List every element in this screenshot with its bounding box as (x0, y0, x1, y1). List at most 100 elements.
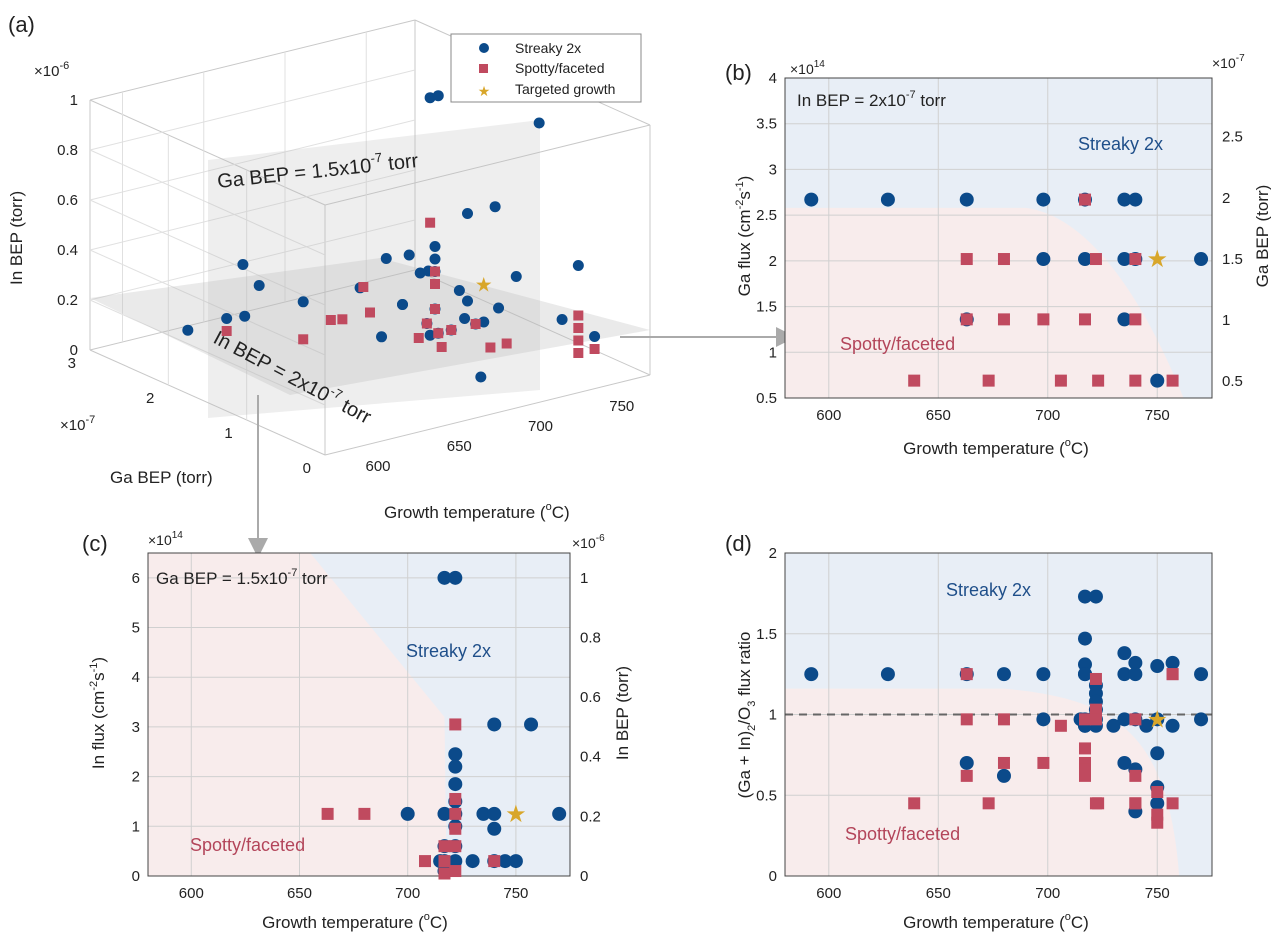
panel-c-y2tick-label: 0 (580, 868, 588, 885)
panel-c-streaky-point (487, 806, 502, 821)
panel-c-streaky-point (437, 570, 452, 585)
panel-b-spotty-point (960, 313, 973, 326)
a-z-exponent: ×10-6 (34, 60, 69, 80)
a-streaky-point (493, 302, 505, 314)
panel-d-streaky-point (1194, 712, 1209, 727)
panel-d-streaky-point (880, 667, 895, 682)
a-box-edge (324, 124, 651, 206)
panel-d-streaky-point (1128, 667, 1143, 682)
b-y2label: Ga BEP (torr) (1253, 185, 1271, 288)
panel-d-streaky-point (1117, 646, 1132, 661)
a-y-exponent: ×10-7 (60, 414, 95, 434)
panel-c-streaky-point (552, 806, 567, 821)
a-streaky-point (459, 313, 471, 324)
c-xlabel: Growth temperature (oC) (262, 911, 448, 932)
a-spotty-point (573, 310, 584, 321)
a-streaky-point (475, 371, 487, 383)
panel-b-spotty-point (1078, 313, 1091, 326)
panel-c-spotty-point (358, 807, 371, 820)
panel-a-tick-labels: 0 0.2 0.4 0.6 0.8 1 0 1 2 3 600 650 700 750 (57, 92, 634, 477)
panel-d-spotty-point (982, 797, 995, 810)
a-grid (89, 249, 326, 356)
panel-b-streaky-point (1117, 192, 1132, 207)
panel-b-ytick-label: 2 (769, 253, 777, 270)
legend-marker-star: ★ (478, 83, 491, 99)
panel-c-streaky-point (448, 747, 463, 762)
panel-c-frame (147, 552, 571, 877)
panel-b-spotty-point (1166, 374, 1179, 387)
panel-d-spotty-point (997, 713, 1010, 726)
c-annotation: Ga BEP = 1.5x10-7 torr (156, 567, 328, 588)
a-streaky-point (182, 324, 194, 336)
a-spotty-point (573, 323, 584, 333)
a-grid (89, 299, 326, 406)
panel-d-streaky-point (1106, 718, 1121, 733)
panel-d-streaky-point (1117, 755, 1132, 770)
panel-b-xtick-label: 700 (1035, 407, 1060, 424)
panel-b-y2tick-label: 2.5 (1222, 129, 1243, 146)
panel-d-spotty-point (1151, 816, 1164, 829)
a-streaky-point (462, 295, 473, 307)
panel-d-ytick-label: 2 (769, 545, 777, 562)
panel-c-streaky-point (437, 806, 452, 821)
a-ytick-label: 2 (146, 390, 154, 407)
a-spotty-point (433, 328, 444, 339)
a-streaky-point (429, 241, 441, 252)
panel-d-spotty-point (960, 668, 973, 681)
panel-c-ytick-label: 6 (132, 570, 140, 587)
a-streaky-point (403, 249, 415, 261)
panel-d-streaky-point (1165, 718, 1180, 733)
panel-c-y2tick-label: 0.4 (580, 749, 601, 766)
panel-c-spotty-point (321, 807, 334, 820)
panel-c-spotty-point (449, 807, 462, 820)
a-streaky-point (572, 260, 584, 271)
panel-b-ytick-label: 4 (769, 70, 777, 87)
panel-b-spotty-point (1129, 313, 1142, 326)
panel-d-ytick-label: 1.5 (756, 626, 777, 643)
legend-marker-spotty (479, 64, 488, 73)
panel-d-spotty-point (1151, 786, 1164, 799)
c-ylabel: In flux (cm-2s-1) (88, 657, 108, 769)
panel-c-ytick-label: 0 (132, 868, 140, 885)
plane-in-bep (90, 258, 650, 395)
panel-b-spotty-point (1054, 374, 1067, 387)
panel-b-spotty-point (1129, 374, 1142, 387)
panel-d-spotty-point (960, 769, 973, 782)
panel-d-spotty-point (1166, 668, 1179, 681)
a-target-star: ★ (475, 275, 493, 297)
panel-b-ytick-label: 0.5 (756, 390, 777, 407)
panel-c-spotty-point (449, 865, 462, 878)
legend: Streaky 2x Spotty/faceted ★ Targeted gro… (450, 33, 642, 103)
a-streaky-point (589, 331, 601, 342)
panel-d-spotty-point (1166, 797, 1179, 810)
panel-b-frame (784, 77, 1213, 399)
panel-d: 600 650 700 750 0 0.5 1 1.5 2 ★ (756, 545, 1213, 902)
c-region-spotty: Spotty/faceted (190, 835, 305, 855)
a-ytick-label: 0 (303, 460, 311, 477)
panel-c-ytick-label: 5 (132, 620, 140, 637)
panel-c-streaky-point (465, 854, 480, 869)
panel-d-spotty-point (908, 797, 921, 810)
panel-c-xtick-label: 700 (395, 885, 420, 902)
panel-a: (a) ★ Ga BEP = 1.5x10-7 torr In BEP = 2x… (7, 12, 796, 558)
a-spotty-point (501, 338, 512, 349)
panel-d-spotty-point (1078, 713, 1091, 726)
panel-d-ytick-label: 0.5 (756, 787, 777, 804)
panel-b-xtick-label: 650 (926, 407, 951, 424)
a-xtick-label: 750 (609, 398, 634, 415)
a-streaky-point (239, 310, 251, 322)
a-streaky-point (510, 271, 522, 282)
legend-streaky: Streaky 2x (515, 40, 581, 56)
a-xtick-label: 650 (447, 438, 472, 455)
a-streaky-point (397, 299, 408, 310)
panel-c-ytick-label: 1 (132, 818, 140, 835)
a-ztick-label: 0.4 (57, 242, 78, 259)
panel-d-streaky-point (1077, 589, 1092, 604)
panel-b-ytick-label: 1.5 (756, 299, 777, 316)
panel-d-streaky-point (1077, 657, 1092, 672)
panel-d-spotty-point (997, 756, 1010, 769)
panel-c-y2tick-label: 1 (580, 570, 588, 587)
panel-d-ytick-label: 0 (769, 868, 777, 885)
panel-b-ytick-label: 3.5 (756, 116, 777, 133)
a-streaky-point (253, 280, 265, 291)
